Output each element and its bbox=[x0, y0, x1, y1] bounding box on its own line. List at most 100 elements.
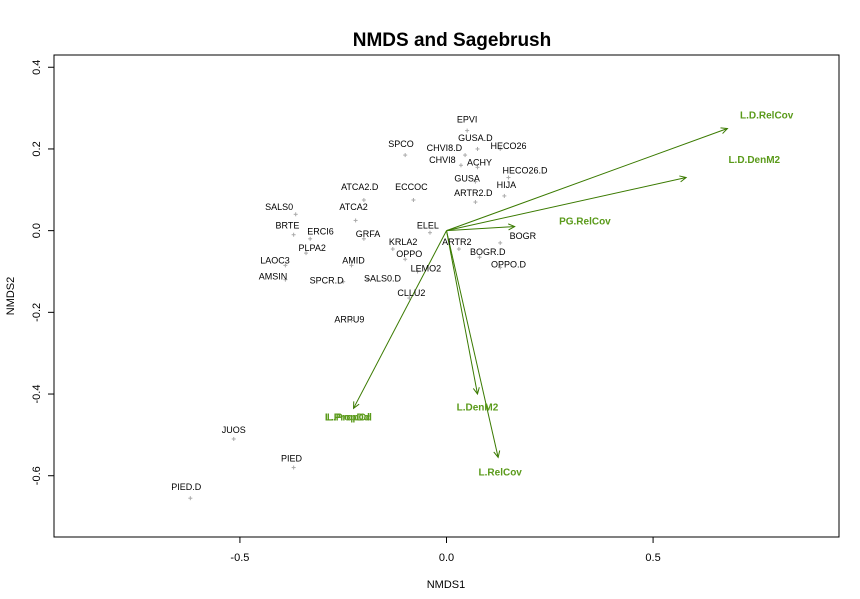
vector-arrowhead bbox=[353, 401, 360, 410]
site-point bbox=[427, 230, 432, 235]
y-tick-label: 0.4 bbox=[31, 60, 43, 75]
site-point bbox=[361, 198, 366, 203]
x-tick-label: 0.5 bbox=[645, 552, 660, 564]
site-point bbox=[407, 296, 412, 301]
axes: -0.5 0.0 0.5 -0.6 -0.4 -0.2 0.0 0.2 0.4 bbox=[31, 60, 661, 564]
site-label: GRFA bbox=[356, 229, 381, 239]
site-label: ECCOC bbox=[395, 182, 428, 192]
site-label: KRLA2 bbox=[389, 237, 418, 247]
site-label: ACHY bbox=[467, 157, 492, 167]
site-point bbox=[475, 165, 480, 170]
y-tick-label: -0.2 bbox=[31, 303, 43, 322]
site-label: HECO26.D bbox=[502, 165, 548, 175]
vector-arrowhead bbox=[472, 387, 480, 396]
vector-arrowhead bbox=[493, 450, 501, 459]
chart-title: NMDS and Sagebrush bbox=[353, 30, 551, 51]
site-label: CHVI8.D bbox=[427, 143, 463, 153]
site-label: EPVI bbox=[457, 114, 478, 124]
site-point bbox=[349, 318, 354, 323]
plot-area bbox=[53, 54, 840, 538]
site-point bbox=[498, 146, 503, 151]
vector-arrowhead bbox=[679, 175, 688, 183]
site-point bbox=[475, 146, 480, 151]
vector-arrow bbox=[446, 230, 478, 395]
site-label: SPCR.D bbox=[310, 276, 345, 286]
vector-labels: L.D.RelCov L.D.DenM2 PG.RelCov L.PropDdL.Pr… bbox=[325, 110, 794, 478]
vector-arrows bbox=[353, 127, 729, 459]
site-label: OPPO bbox=[396, 249, 422, 259]
vector-label: L.D.DenM2 bbox=[728, 155, 780, 166]
site-point bbox=[293, 212, 298, 217]
site-label: CLLU2 bbox=[397, 288, 425, 298]
site-point bbox=[231, 436, 236, 441]
site-label: ARPU9 bbox=[334, 315, 364, 325]
site-point bbox=[458, 163, 463, 168]
vector-arrowhead bbox=[720, 127, 729, 134]
site-label: GUSA.D bbox=[458, 133, 493, 143]
y-axis-label: NMDS2 bbox=[5, 277, 17, 316]
vector-label: L.RelCov bbox=[479, 468, 523, 479]
site-point bbox=[308, 236, 313, 241]
site-point bbox=[502, 193, 507, 198]
site-label: AMID bbox=[342, 255, 365, 265]
vector-arrow bbox=[446, 230, 499, 458]
site-label: PIED bbox=[281, 453, 303, 463]
site-point bbox=[353, 218, 358, 223]
site-point bbox=[291, 465, 296, 470]
site-points bbox=[188, 128, 511, 501]
site-label: ARTR2 bbox=[442, 237, 471, 247]
y-tick-label: 0.0 bbox=[31, 223, 43, 238]
site-point bbox=[477, 255, 482, 260]
site-label: CHVI8 bbox=[429, 155, 456, 165]
site-point bbox=[473, 200, 478, 205]
site-point bbox=[465, 128, 470, 133]
site-label: SALS0.D bbox=[364, 274, 402, 284]
site-point bbox=[506, 175, 511, 180]
site-label: GUSA bbox=[454, 174, 480, 184]
x-tick-label: -0.5 bbox=[230, 552, 249, 564]
site-point bbox=[390, 247, 395, 252]
site-point bbox=[291, 232, 296, 237]
site-label: ERCI6 bbox=[307, 227, 334, 237]
vector-arrow bbox=[446, 177, 687, 232]
site-label: OPPO.D bbox=[491, 259, 527, 269]
site-labels: EPVI GUSA.D SPCO CHVI8.D HECO26 CHVI8 ACHY HECO… bbox=[171, 114, 548, 492]
site-point bbox=[403, 153, 408, 158]
site-label: BOGR.D bbox=[470, 247, 506, 257]
site-label: ATCA2 bbox=[339, 202, 367, 212]
site-label: HECO26 bbox=[490, 141, 526, 151]
site-point bbox=[473, 179, 478, 184]
site-point bbox=[403, 257, 408, 262]
site-label: HIJA bbox=[497, 180, 517, 190]
site-point bbox=[341, 279, 346, 284]
vector-arrow bbox=[446, 128, 728, 232]
site-point bbox=[283, 263, 288, 268]
site-point bbox=[415, 269, 420, 274]
site-label: LAOC3 bbox=[260, 255, 290, 265]
site-point bbox=[411, 198, 416, 203]
vector-arrowhead bbox=[508, 223, 516, 231]
vector-label: PG.RelCov bbox=[559, 217, 611, 228]
site-point bbox=[304, 251, 309, 256]
site-point bbox=[498, 240, 503, 245]
site-label: ATCA2.D bbox=[341, 182, 379, 192]
vector-label: L.PropDd bbox=[325, 413, 370, 424]
site-point bbox=[463, 153, 468, 158]
vector-label: L.D.RelCov bbox=[740, 110, 794, 121]
vector-label: L.DenM2 bbox=[457, 402, 499, 413]
vector-label: L.PropCd bbox=[327, 413, 372, 424]
site-label: LEMO2 bbox=[411, 263, 442, 273]
site-point bbox=[361, 236, 366, 241]
site-label: BRTE bbox=[276, 221, 300, 231]
y-tick-label: 0.2 bbox=[31, 141, 43, 156]
site-label: BOGR bbox=[510, 231, 537, 241]
site-label: PLPA2 bbox=[299, 243, 326, 253]
site-label: JUOS bbox=[222, 425, 246, 435]
site-label: AMSIN bbox=[259, 272, 288, 282]
vector-arrow bbox=[353, 230, 447, 409]
site-point bbox=[498, 265, 503, 270]
vector-arrow bbox=[446, 226, 515, 232]
x-tick-label: 0.0 bbox=[439, 552, 454, 564]
site-point bbox=[283, 277, 288, 282]
